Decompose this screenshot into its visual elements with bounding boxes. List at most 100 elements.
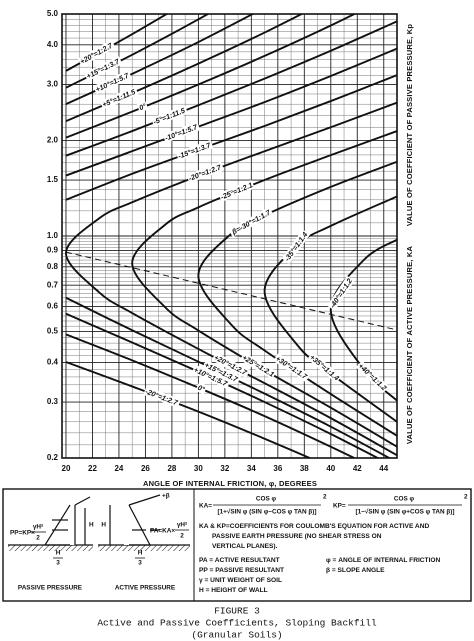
curves	[65, 14, 397, 458]
curve-label-group: -10°=1:5.7	[162, 121, 201, 143]
curve	[65, 101, 397, 457]
kp-den: [1−√SIN φ (SIN φ+COS φ TAN β)]	[355, 508, 454, 516]
label-background	[211, 352, 251, 378]
label-background	[228, 206, 274, 238]
curve	[65, 14, 357, 139]
x-tick-label: 26	[141, 464, 150, 473]
curve-label-group: 0°	[136, 100, 149, 113]
kp-lhs: KP=	[333, 503, 346, 510]
y-tick-label: 1.0	[47, 231, 59, 240]
curve-label-group: 0°	[195, 382, 208, 395]
label-background	[93, 70, 132, 95]
y-tick-label: 4.0	[47, 40, 59, 49]
ka-lhs: KA=	[199, 503, 212, 510]
curve-label-group: +35°=1:1.4	[307, 351, 342, 384]
curve-label: -20°=1:2.7	[144, 387, 180, 408]
curve-label: -10°=1:5.7	[164, 122, 200, 143]
curve	[65, 361, 313, 458]
y-tick-label: 0.6	[47, 302, 59, 311]
y-tick-label: 0.4	[47, 357, 59, 366]
curve-label: -35°=1:1.4	[282, 230, 309, 263]
ka-exp: 2	[323, 494, 327, 501]
curve-label-group: -20°=1:2.7	[143, 386, 181, 408]
y-tick-label: 1.5	[47, 175, 59, 184]
y-tick-label: 0.9	[47, 246, 59, 255]
passive-eq-den: 2	[36, 535, 40, 542]
label-background	[175, 139, 214, 161]
passive-title: PASSIVE PRESSURE	[18, 585, 83, 592]
y-axis-title-active: VALUE OF COEFFICIENT OF ACTIVE PRESSURE,…	[405, 246, 414, 445]
active-eq-den: 2	[180, 533, 184, 540]
passive-h: H	[89, 522, 94, 529]
label-background	[77, 39, 116, 67]
curve-label: -25°=1:2.1	[219, 180, 254, 201]
x-tick-label: 36	[273, 464, 282, 473]
label-background	[136, 100, 149, 113]
x-tick-label: 20	[62, 464, 71, 473]
curve	[65, 47, 397, 177]
symbol: H = HEIGHT OF WALL	[199, 587, 268, 594]
active-title: ACTIVE PRESSURE	[115, 585, 176, 592]
figure-subtitle: (Granular Soils)	[191, 630, 282, 641]
x-tick-label: 38	[300, 464, 309, 473]
label-background	[307, 351, 342, 384]
curve	[131, 130, 397, 448]
passive-sketch	[8, 496, 93, 551]
y-tick-label: 0.2	[47, 453, 59, 462]
y-tick-label: 0.8	[47, 262, 59, 271]
active-eq-lhs: PA=KA×	[150, 528, 175, 535]
label-background	[162, 121, 201, 143]
active-h: H	[101, 522, 106, 529]
x-tick-label: 44	[379, 464, 388, 473]
x-tick-label: 34	[247, 464, 256, 473]
y-tick-label: 2.0	[47, 135, 59, 144]
curve-label-group: -5°=1:11.5	[150, 105, 189, 127]
symbol: φ = ANGLE OF INTERNAL FRICTION	[326, 557, 441, 564]
label-background	[99, 86, 139, 110]
y-tick-label: 0.3	[47, 397, 59, 406]
curve	[65, 74, 397, 201]
figure-number: FIGURE 3	[214, 606, 260, 617]
label-background	[273, 353, 311, 383]
label-background	[281, 229, 311, 264]
ka-num: COS φ	[256, 496, 277, 503]
y-tick-label: 3.0	[47, 80, 59, 89]
label-background	[239, 352, 277, 380]
label-background	[83, 55, 123, 82]
curve	[65, 333, 357, 458]
symbol: β = SLOPE ANGLE	[326, 567, 385, 574]
x-tick-label: 32	[220, 464, 229, 473]
curve	[65, 312, 380, 458]
x-axis-title: ANGLE OF INTERNAL FRICTION, φ, DEGREES	[143, 479, 317, 488]
curve-label-group: -35°=1:1.4	[281, 229, 311, 264]
y-tick-label: 0.5	[47, 327, 59, 336]
label-background	[355, 360, 390, 394]
curve-label: 0°	[196, 383, 206, 394]
active-sketch	[98, 494, 190, 551]
dashed-curve	[65, 251, 397, 331]
curve-label: +35°=1:1.4	[308, 353, 341, 383]
y-tick-label: 5.0	[47, 9, 59, 18]
kp-num: COS φ	[394, 496, 415, 503]
x-tick-label: 28	[167, 464, 176, 473]
curve-label: 0°	[138, 101, 148, 112]
passive-h3-den: 3	[56, 560, 60, 567]
curve	[65, 20, 397, 157]
y-tick-label: 0.7	[47, 280, 59, 289]
active-h3-num: H	[138, 550, 143, 557]
curve-label-group: -15°=1:3.7	[175, 139, 214, 161]
label-background	[195, 382, 208, 395]
curve-label: -15°=1:3.7	[177, 140, 213, 160]
passive-eq-lhs: PP=KP×	[10, 530, 35, 537]
x-tick-label: 40	[326, 464, 335, 473]
active-h3-den: 3	[138, 560, 142, 567]
symbol: PA = ACTIVE RESULTANT	[199, 557, 280, 564]
curve	[197, 160, 397, 437]
curve-label-group: -25°=1:2.1	[218, 179, 255, 202]
note-line: VERTICAL PLANES).	[212, 543, 278, 550]
key-box	[2, 488, 472, 602]
curve	[65, 14, 255, 106]
curve-label: -5°=1:11.5	[152, 105, 187, 126]
x-tick-label: 24	[114, 464, 123, 473]
